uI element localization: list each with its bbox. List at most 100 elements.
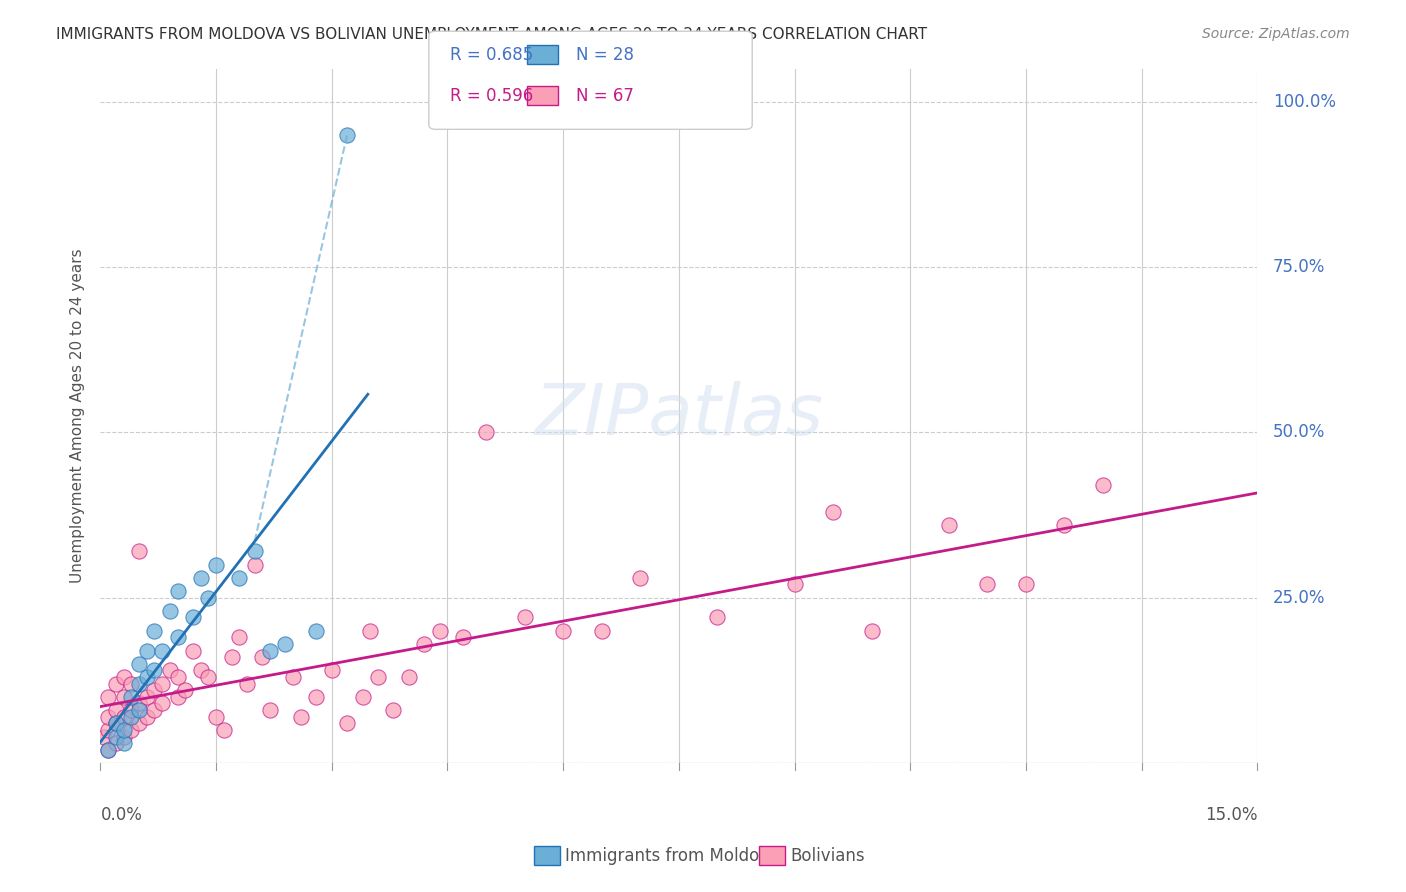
Point (336, 128, 359, 142)
Point (120, 709, 142, 723)
Point (143, 624, 166, 638)
Text: R = 0.596: R = 0.596 (450, 87, 533, 105)
Point (97, 743, 120, 757)
Point (976, 577, 998, 591)
Text: IMMIGRANTS FROM MOLDOVA VS BOLIVIAN UNEMPLOYMENT AMONG AGES 20 TO 24 YEARS CORRE: IMMIGRANTS FROM MOLDOVA VS BOLIVIAN UNEM… (56, 27, 928, 42)
Point (228, 571, 250, 585)
Point (112, 723, 135, 737)
Point (150, 676, 173, 690)
Point (553, 624, 575, 638)
Point (128, 657, 150, 671)
Point (159, 604, 181, 618)
Point (513, 610, 536, 624)
Text: 0.0%: 0.0% (100, 806, 142, 824)
Point (336, 716, 359, 731)
Point (104, 676, 127, 690)
Point (174, 683, 197, 698)
Point (305, 624, 328, 638)
Point (274, 637, 297, 651)
Point (259, 643, 281, 657)
Point (475, 425, 498, 440)
Point (166, 670, 188, 684)
Point (97, 709, 120, 723)
Point (104, 703, 127, 717)
Point (252, 650, 274, 665)
Point (305, 690, 328, 704)
Point (97, 690, 120, 704)
Point (398, 670, 420, 684)
Point (321, 664, 343, 678)
Point (1015, 577, 1038, 591)
Point (159, 664, 181, 678)
Point (181, 643, 204, 657)
Point (212, 723, 235, 737)
Text: Source: ZipAtlas.com: Source: ZipAtlas.com (1202, 27, 1350, 41)
Point (205, 558, 228, 572)
Text: 75.0%: 75.0% (1272, 258, 1324, 276)
Point (367, 670, 389, 684)
Point (243, 558, 266, 572)
Point (290, 709, 312, 723)
Point (104, 736, 127, 750)
Point (150, 697, 173, 711)
Point (413, 637, 436, 651)
Point (259, 703, 281, 717)
Point (628, 571, 651, 585)
Point (104, 716, 127, 731)
Point (197, 591, 219, 605)
Point (112, 690, 135, 704)
Point (120, 690, 142, 704)
Point (135, 709, 157, 723)
Point (190, 664, 212, 678)
Text: N = 67: N = 67 (576, 87, 634, 105)
Text: 15.0%: 15.0% (1205, 806, 1257, 824)
Point (205, 709, 228, 723)
Point (359, 624, 381, 638)
Point (143, 683, 166, 698)
Point (150, 643, 173, 657)
Text: Unemployment Among Ages 20 to 24 years: Unemployment Among Ages 20 to 24 years (70, 249, 86, 583)
Point (112, 709, 135, 723)
Point (166, 690, 188, 704)
Point (429, 624, 451, 638)
Point (236, 676, 259, 690)
Point (243, 544, 266, 558)
Point (135, 690, 157, 704)
Point (97, 723, 120, 737)
Point (93, 730, 115, 744)
Text: N = 28: N = 28 (576, 46, 634, 64)
Text: Bolivians: Bolivians (790, 847, 865, 865)
Point (112, 670, 135, 684)
Point (143, 703, 166, 717)
Point (197, 670, 219, 684)
Point (166, 584, 188, 599)
Point (120, 676, 142, 690)
Point (128, 703, 150, 717)
Point (135, 670, 157, 684)
Point (128, 697, 150, 711)
Text: Immigrants from Moldova: Immigrants from Moldova (565, 847, 779, 865)
Point (352, 690, 374, 704)
Point (104, 730, 127, 744)
Text: ZIPatlas: ZIPatlas (534, 381, 824, 450)
Text: 50.0%: 50.0% (1272, 424, 1324, 442)
Point (591, 624, 613, 638)
Point (128, 716, 150, 731)
Point (1053, 517, 1076, 532)
Point (97, 743, 120, 757)
Point (860, 624, 883, 638)
Text: 100.0%: 100.0% (1272, 93, 1336, 111)
Point (228, 630, 250, 644)
Point (128, 544, 150, 558)
Point (451, 630, 474, 644)
Point (120, 703, 142, 717)
Point (112, 730, 135, 744)
Point (112, 736, 135, 750)
Point (783, 577, 806, 591)
Text: R = 0.685: R = 0.685 (450, 46, 533, 64)
Point (823, 505, 845, 519)
Point (190, 571, 212, 585)
Point (120, 723, 142, 737)
Point (1091, 478, 1114, 492)
Text: 25.0%: 25.0% (1272, 589, 1326, 607)
